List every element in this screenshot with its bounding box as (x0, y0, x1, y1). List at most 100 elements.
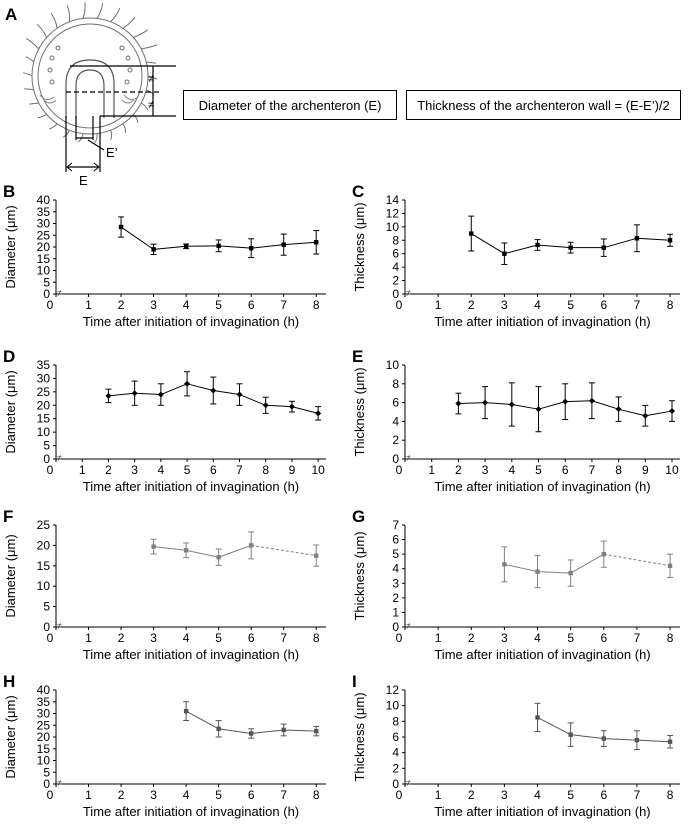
y-tick-label: 10 (386, 358, 400, 372)
series-segment (251, 244, 284, 249)
data-point (535, 242, 540, 248)
series-segment (570, 734, 604, 740)
series-segment (504, 244, 538, 255)
cilium (29, 102, 39, 105)
series-segment (218, 544, 252, 558)
x-tick-label: 4 (183, 788, 190, 802)
x-tick-label: 10 (665, 463, 679, 477)
x-tick-label: 5 (184, 463, 191, 477)
y-tick-label: 25 (37, 718, 51, 732)
series-segment (636, 237, 671, 241)
series-segment (511, 403, 539, 410)
series-segment (591, 400, 619, 410)
data-point (281, 242, 286, 247)
x-tick-label: 2 (118, 298, 125, 312)
y-axis-label: Thickness (μm) (352, 692, 367, 781)
y-tick-label: 3 (392, 576, 399, 590)
x-tick-label: 7 (589, 463, 596, 477)
axis-break: ≠ (57, 453, 62, 463)
cilium (94, 133, 98, 144)
x-tick-label: 5 (567, 631, 574, 645)
data-point (668, 408, 675, 415)
series-segment (603, 738, 637, 741)
x-tick-label: 5 (215, 298, 222, 312)
e-arrow-head-left (66, 162, 73, 172)
series-segment (186, 383, 214, 391)
series-segment (291, 406, 319, 414)
x-tick-label: 6 (600, 298, 607, 312)
x-tick-label: 6 (210, 463, 217, 477)
cell (49, 79, 55, 85)
x-tick-label: 8 (667, 788, 674, 802)
cilium (50, 12, 58, 29)
y-tick-label: 10 (37, 264, 51, 278)
data-point (601, 551, 606, 557)
embryo-cells (47, 45, 133, 85)
data-point (183, 548, 189, 553)
series-segment (265, 404, 292, 408)
x-tick-label: 0 (47, 788, 54, 802)
axis-break: ≠ (406, 621, 411, 631)
cell (124, 79, 130, 85)
panel-letter: G (352, 507, 365, 526)
series-segment (504, 563, 538, 573)
y-tick-label: 0 (43, 620, 50, 634)
cilium (133, 29, 149, 38)
axis-break: ≠ (57, 288, 62, 298)
data-point (667, 238, 673, 243)
panel-letter-a: A (5, 5, 17, 24)
panel-a-diagram: A ≠ ≠ E’ E (5, 2, 176, 188)
axis-break: ≠ (57, 621, 62, 631)
series-segment (603, 237, 638, 249)
cilium (141, 44, 158, 50)
x-tick-label: 0 (396, 631, 403, 645)
series-segment (251, 729, 284, 734)
x-tick-label: 0 (47, 298, 54, 312)
cilium (36, 23, 48, 38)
x-tick-label: 8 (313, 298, 320, 312)
y-tick-label: 5 (392, 547, 399, 561)
data-point (236, 391, 243, 398)
x-tick-label: 4 (183, 631, 190, 645)
x-tick-label: 5 (567, 298, 574, 312)
y-tick-label: 40 (37, 683, 51, 697)
series-segment (153, 245, 187, 250)
axis-break: ≠ (406, 288, 411, 298)
data-point (210, 387, 217, 394)
x-tick-label: 1 (435, 631, 442, 645)
panel-letter: E (352, 347, 363, 366)
x-tick-label: 1 (85, 631, 92, 645)
y-tick-label: 40 (37, 193, 51, 207)
x-tick-label: 6 (600, 788, 607, 802)
data-point (151, 544, 156, 549)
y-tick-label: 30 (37, 707, 51, 721)
tick-break-lower: ≠ (148, 99, 154, 111)
y-tick-label: 0 (43, 452, 50, 466)
x-axis-label: Time after initiation of invagination (h… (434, 479, 650, 494)
y-tick-label: 20 (37, 538, 51, 552)
label-e-prime: E’ (106, 145, 118, 160)
y-tick-label: 5 (43, 275, 50, 289)
x-axis-label: Time after initiation of invagination (h… (434, 314, 650, 329)
tick-break-upper: ≠ (148, 73, 154, 85)
data-point (455, 400, 462, 407)
panel-letter: B (3, 182, 15, 201)
y-tick-label: 20 (37, 240, 51, 254)
x-axis-label: Time after initiation of invagination (h… (83, 479, 299, 494)
data-point (314, 553, 319, 558)
data-point (615, 406, 622, 413)
x-tick-label: 10 (311, 463, 325, 477)
series-segment (618, 408, 646, 417)
cell (119, 45, 125, 51)
y-axis-label: Thickness (μm) (352, 367, 367, 456)
panel-letter: I (352, 672, 357, 691)
x-tick-label: 3 (150, 631, 157, 645)
x-tick-label: 5 (567, 788, 574, 802)
axis-break: ≠ (57, 778, 62, 788)
y-tick-label: 15 (37, 742, 51, 756)
cell (127, 67, 133, 73)
y-tick-label: 30 (37, 217, 51, 231)
